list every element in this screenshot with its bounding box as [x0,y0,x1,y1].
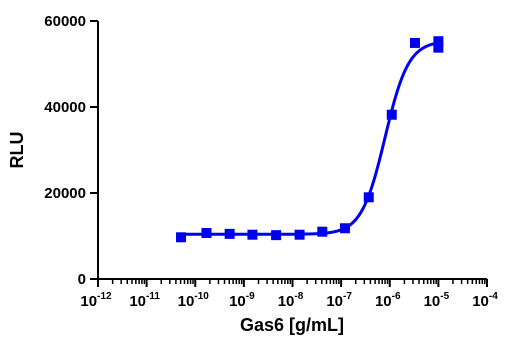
x-axis-title: Gas6 [g/mL] [240,315,344,335]
x-tick-label: 10-12 [80,291,112,310]
x-tick-label: 10-8 [278,291,304,310]
data-point [339,223,350,234]
y-tick-label: 40000 [44,99,86,116]
x-tick-labels: 10-12 10-11 10-10 10-9 10-8 10-7 10-6 10-5 10-4 [80,291,498,310]
data-points-layer [176,36,444,243]
x-tick-label: 10-7 [326,291,352,310]
y-axis-title: RLU [7,132,27,169]
x-tick-label: 10-11 [129,291,160,310]
data-point [433,42,444,53]
axes [90,20,488,287]
data-point [176,232,187,243]
x-tick-label: 10-6 [375,291,401,310]
fit-curve-layer [181,41,439,236]
y-tick-label: 0 [78,271,86,288]
data-point [201,227,212,238]
x-tick-label: 10-9 [229,291,255,310]
fit-curve [181,41,439,236]
y-tick-labels: 0 20000 40000 60000 [44,13,86,288]
y-tick-label: 60000 [44,13,86,30]
data-point [363,192,374,203]
data-point [247,229,258,240]
data-point [224,228,235,239]
x-tick-label: 10-10 [178,291,210,310]
data-point [433,36,444,47]
data-point [271,230,282,241]
y-tick-label: 20000 [44,185,86,202]
data-point [317,226,328,237]
x-tick-label: 10-4 [472,291,498,310]
data-point [294,229,305,240]
data-point [386,109,397,120]
data-point [409,37,420,48]
x-tick-label: 10-5 [424,291,450,310]
